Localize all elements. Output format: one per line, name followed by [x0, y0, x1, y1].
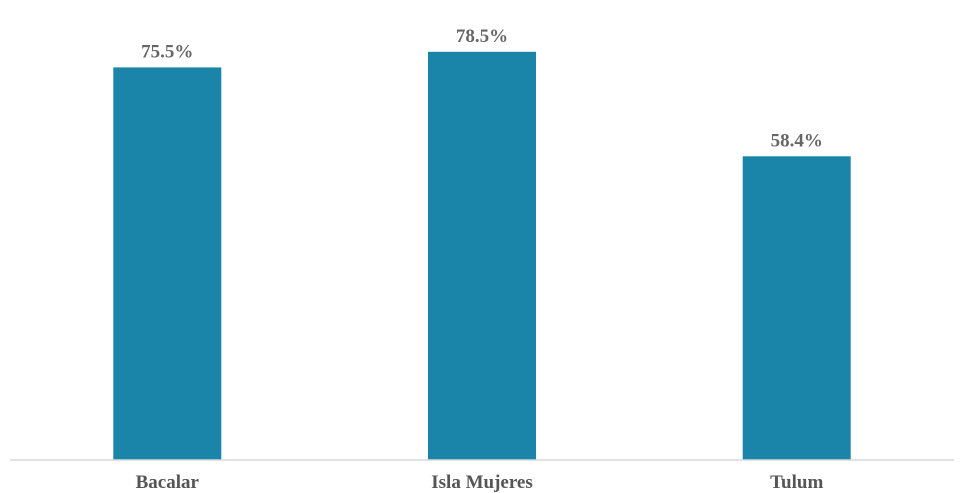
x-tick-label: Bacalar [136, 472, 200, 493]
x-tick-label: Tulum [770, 472, 823, 493]
x-tick-label: Isla Mujeres [431, 472, 533, 493]
bar-isla-mujeres [428, 51, 536, 461]
bar-bacalar [113, 67, 222, 461]
x-ticks-layer: Bacalar Isla Mujeres Tulum [136, 472, 824, 493]
bar-value-label: 78.5% [456, 26, 508, 47]
bar-value-label: 75.5% [141, 41, 193, 62]
value-labels-layer: 75.5% 78.5% 58.4% [141, 26, 823, 152]
bar-tulum [742, 156, 851, 461]
bars-layer [113, 51, 851, 461]
bar-value-label: 58.4% [771, 130, 823, 151]
